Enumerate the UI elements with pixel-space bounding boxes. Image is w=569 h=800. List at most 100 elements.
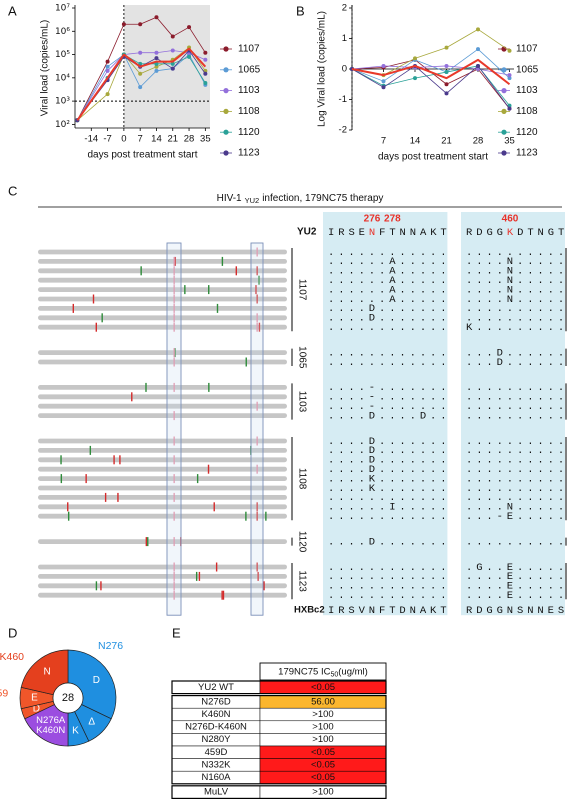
x-tick-label: 14 — [151, 134, 162, 145]
sequence-bar — [38, 385, 287, 390]
sequence-bar — [38, 476, 287, 481]
data-point — [170, 34, 175, 39]
sequence-bar — [38, 592, 287, 598]
mutation-tick — [89, 445, 92, 455]
aligned-sequence: . . . . . . . . . . . . — [328, 571, 445, 583]
mutation-tick — [245, 357, 247, 367]
mutation-tick — [147, 537, 149, 547]
aligned-sequence: . . . . . . . . . . . . — [328, 492, 445, 504]
group-label: N276A — [36, 715, 66, 726]
x-tick-label: 14 — [410, 136, 421, 147]
data-point — [413, 76, 417, 81]
aligned-sequence: . . . . . . . . . . — [466, 247, 563, 259]
x-tick-label: 0 — [121, 134, 126, 145]
data-point — [203, 57, 208, 62]
legend-marker — [501, 150, 507, 156]
mutation-tick — [173, 313, 175, 323]
series-line — [76, 16, 206, 121]
line-chart: -2 -1 0 1 2 7 14 21 28 35 Log Viral load (copies/m… — [317, 3, 539, 163]
segment-label: D — [93, 675, 100, 686]
center-label: 28 — [62, 692, 74, 704]
row-name: K460N — [201, 709, 230, 720]
aligned-sequence: . . . . . . . . . . — [466, 445, 563, 457]
aligned-sequence: . . . . . . . . . . — [466, 436, 563, 448]
header-part: (ug/ml) — [338, 666, 368, 677]
title-sub: YU2 — [245, 196, 260, 205]
aligned-sequence: . . . . . . . . . . — [466, 392, 563, 404]
mutation-tick — [173, 322, 175, 332]
mutation-tick — [173, 294, 175, 304]
legend-label: 1107 — [238, 44, 260, 55]
aligned-sequence: . . . . E . . . . . — [466, 581, 563, 593]
sequence-bar — [38, 495, 287, 500]
mutation-tick — [256, 511, 258, 521]
group-label: 1107 — [296, 279, 307, 301]
panel-label: B — [296, 3, 305, 18]
data-point — [476, 63, 480, 68]
row-value: >100 — [312, 722, 333, 733]
comparison-name: HXBc2 — [294, 605, 325, 616]
legend-label: 1120 — [238, 127, 260, 138]
x-tick-label: -7 — [103, 134, 111, 145]
site-window — [250, 242, 264, 616]
mutation-tick — [173, 590, 175, 600]
legend-marker — [501, 108, 507, 114]
aligned-sequence: . . . . . . . . . . . . — [328, 581, 445, 593]
mutation-tick — [216, 303, 219, 313]
mutation-tick — [145, 537, 148, 547]
mutation-tick — [215, 562, 218, 572]
section-border — [171, 785, 387, 799]
aligned-sequence: . . . . N . . . . . — [466, 502, 563, 514]
data-point — [138, 50, 143, 55]
data-point — [154, 68, 159, 73]
aligned-sequence: . . . . D . . . . . . . — [328, 536, 445, 548]
legend-marker — [501, 129, 507, 135]
aligned-sequence: . . . . . . . . . . . . — [328, 322, 445, 334]
aligned-sequence: . . . . N . . . . . — [466, 294, 563, 306]
legend-label: 1123 — [516, 148, 538, 159]
aligned-sequence: . . . . N . . . . . — [466, 275, 563, 287]
aligned-sequence: . . . . - . . . . . . . — [328, 382, 445, 394]
header-sub: 50 — [330, 671, 338, 678]
legend-label: 1120 — [516, 127, 538, 138]
series-line — [351, 65, 510, 109]
sequence-bar — [38, 564, 287, 570]
data-point — [203, 71, 208, 76]
mutation-tick — [173, 511, 175, 521]
aligned-sequence: . . . . N . . . . . — [466, 266, 563, 278]
row-value: <0.05 — [311, 747, 335, 758]
mutation-tick — [256, 313, 258, 323]
legend-marker — [223, 46, 229, 52]
mutation-tick — [140, 266, 142, 276]
panel-label: C — [8, 183, 17, 198]
data-point — [105, 68, 110, 73]
data-point — [154, 15, 159, 20]
data-point — [138, 71, 143, 76]
mutation-tick — [258, 322, 261, 332]
sequence-bar — [38, 485, 287, 491]
segment-label: Δ — [88, 716, 95, 727]
data-point — [381, 63, 386, 68]
data-point — [170, 66, 175, 71]
data-point — [187, 54, 192, 59]
sequence-bar — [38, 513, 287, 519]
sequence-bar — [38, 268, 287, 274]
aligned-sequence: . . . . E . . . . . — [466, 571, 563, 583]
row-value: <0.05 — [311, 682, 335, 693]
mutation-tick — [255, 285, 257, 295]
x-tick-label: 35 — [504, 136, 515, 147]
x-axis-label: days post treatment start — [378, 152, 488, 163]
mutation-tick — [92, 294, 95, 304]
mutation-tick — [245, 511, 247, 521]
aligned-sequence: . . . . . . I . . . . . — [328, 502, 445, 514]
data-point — [507, 48, 512, 53]
data-point — [413, 56, 417, 61]
mutation-tick — [72, 303, 75, 313]
sequence-bar — [38, 539, 287, 544]
row-name: N160A — [201, 772, 231, 783]
row-name: MuLV — [204, 787, 229, 798]
mutation-tick — [221, 590, 223, 600]
sequence-bar — [38, 438, 287, 444]
sequence-bar — [38, 277, 287, 283]
group-label: 1103 — [296, 391, 307, 413]
